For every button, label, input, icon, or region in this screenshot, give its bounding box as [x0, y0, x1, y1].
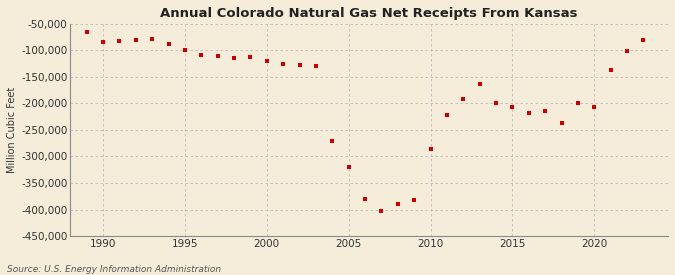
Y-axis label: Million Cubic Feet: Million Cubic Feet [7, 87, 17, 173]
Point [392, 202, 403, 207]
Point [196, 53, 207, 57]
Point [81, 30, 92, 34]
Point [441, 113, 452, 117]
Point [556, 121, 567, 125]
Point [245, 55, 256, 59]
Point [507, 105, 518, 109]
Point [475, 82, 485, 86]
Point [344, 165, 354, 169]
Point [376, 209, 387, 213]
Point [589, 105, 600, 109]
Point [327, 138, 338, 143]
Point [261, 59, 272, 63]
Point [229, 56, 240, 60]
Point [146, 37, 157, 41]
Point [360, 197, 371, 201]
Point [605, 68, 616, 72]
Point [458, 97, 468, 101]
Point [130, 38, 141, 42]
Point [425, 146, 436, 151]
Point [523, 111, 534, 115]
Text: Source: U.S. Energy Information Administration: Source: U.S. Energy Information Administ… [7, 265, 221, 274]
Point [491, 101, 502, 106]
Point [180, 48, 190, 53]
Point [638, 38, 649, 42]
Point [114, 39, 125, 44]
Point [212, 54, 223, 58]
Point [540, 109, 551, 114]
Point [294, 63, 305, 67]
Point [163, 41, 174, 46]
Point [278, 62, 289, 66]
Title: Annual Colorado Natural Gas Net Receipts From Kansas: Annual Colorado Natural Gas Net Receipts… [161, 7, 578, 20]
Point [409, 198, 420, 202]
Point [310, 64, 321, 68]
Point [572, 101, 583, 106]
Point [98, 40, 109, 45]
Point [622, 49, 632, 54]
